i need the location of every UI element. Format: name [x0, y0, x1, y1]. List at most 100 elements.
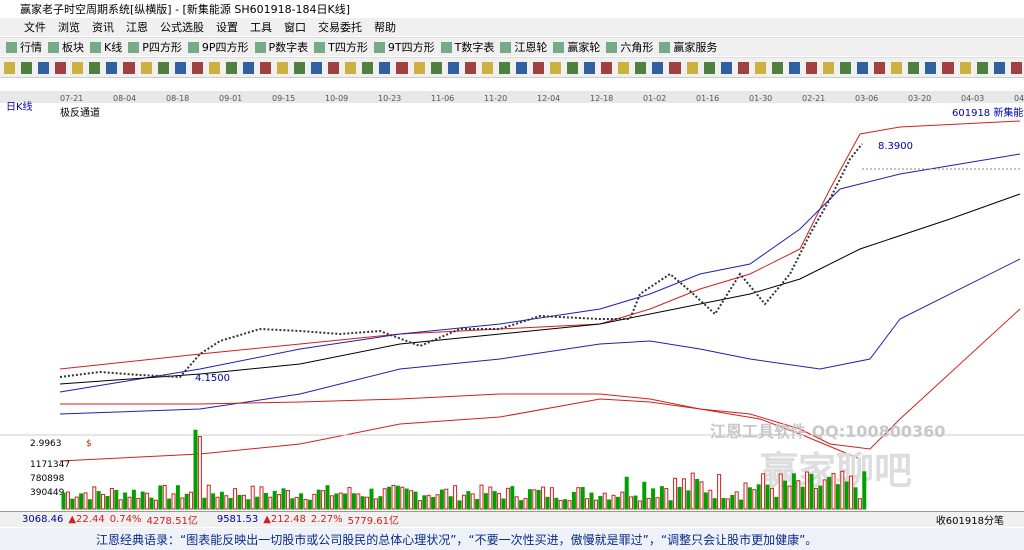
tool-icon[interactable]	[976, 61, 988, 74]
toolbar-button[interactable]: 赢家轮	[553, 39, 600, 55]
tool-icon[interactable]	[686, 61, 698, 74]
tool-icon[interactable]	[174, 61, 186, 74]
date-label: 11-06	[431, 94, 454, 103]
tool-icon[interactable]	[72, 61, 84, 74]
tool-icon[interactable]	[447, 61, 459, 74]
volume-bar	[219, 491, 224, 510]
tool-icon[interactable]	[328, 61, 340, 74]
tool-icon[interactable]	[925, 61, 937, 74]
tool-icon[interactable]	[294, 61, 306, 74]
toolbar-button[interactable]: 板块	[48, 39, 84, 55]
menu-item[interactable]: 公式选股	[160, 21, 204, 34]
tool-icon[interactable]	[157, 61, 169, 74]
volume-bar	[857, 498, 862, 510]
tool-icon[interactable]	[703, 61, 715, 74]
index-value[interactable]: 3068.46	[22, 514, 64, 525]
menu-item[interactable]: 文件	[24, 21, 46, 34]
tool-icon[interactable]	[635, 61, 647, 74]
index-value[interactable]: 2.27%	[310, 514, 343, 525]
volume-bar	[378, 496, 383, 510]
tool-icon[interactable]	[38, 61, 50, 74]
menu-item[interactable]: 浏览	[58, 21, 80, 34]
tool-icon[interactable]	[754, 61, 766, 74]
tool-icon[interactable]	[567, 61, 579, 74]
tool-icon[interactable]	[891, 61, 903, 74]
toolbar-button[interactable]: T四方形	[314, 39, 368, 55]
tool-icon[interactable]	[737, 61, 749, 74]
tool-icon[interactable]	[21, 61, 33, 74]
tool-icon[interactable]	[208, 61, 220, 74]
date-label: 08-04	[113, 94, 136, 103]
tool-icon[interactable]	[89, 61, 101, 74]
toolbar-button[interactable]: 行情	[6, 39, 42, 55]
menu-item[interactable]: 工具	[250, 21, 272, 34]
menu-item[interactable]: 设置	[216, 21, 238, 34]
status-right[interactable]: 收601918分笔	[935, 516, 1004, 527]
index-value[interactable]: 9581.53	[216, 514, 259, 525]
tool-icon[interactable]	[464, 61, 476, 74]
toolbar-button[interactable]: K线	[90, 39, 122, 55]
index-value[interactable]: 4278.51亿	[146, 516, 198, 527]
toolbar-button[interactable]: 六角形	[606, 39, 653, 55]
tool-icon[interactable]	[550, 61, 562, 74]
tool-icon[interactable]	[874, 61, 886, 74]
tool-icon[interactable]	[498, 61, 510, 74]
tool-icon[interactable]	[993, 61, 1005, 74]
volume-bar	[334, 493, 339, 510]
tool-icon[interactable]	[1010, 61, 1022, 74]
tool-icon[interactable]	[618, 61, 630, 74]
tool-icon[interactable]	[242, 61, 254, 74]
tool-icon[interactable]	[805, 61, 817, 74]
tool-icon[interactable]	[788, 61, 800, 74]
toolbar-button[interactable]: T数字表	[441, 39, 495, 55]
tool-icon[interactable]	[311, 61, 323, 74]
tool-icon[interactable]	[396, 61, 408, 74]
tool-icon[interactable]	[259, 61, 271, 74]
tool-icon[interactable]	[379, 61, 391, 74]
menu-item[interactable]: 江恩	[126, 21, 148, 34]
tool-icon[interactable]	[669, 61, 681, 74]
tool-icon[interactable]	[140, 61, 152, 74]
tool-icon[interactable]	[720, 61, 732, 74]
tool-icon[interactable]	[481, 61, 493, 74]
tool-icon[interactable]	[123, 61, 135, 74]
menu-item[interactable]: 资讯	[92, 21, 114, 34]
tool-icon[interactable]	[191, 61, 203, 74]
tool-icon[interactable]	[823, 61, 835, 74]
tool-icon[interactable]	[771, 61, 783, 74]
tool-icon[interactable]	[430, 61, 442, 74]
volume-bar	[466, 491, 471, 510]
toolbar-button[interactable]: 江恩轮	[500, 39, 547, 55]
tool-icon[interactable]	[959, 61, 971, 74]
menu-item[interactable]: 窗口	[284, 21, 306, 34]
tool-icon[interactable]	[584, 61, 596, 74]
toolbar-button[interactable]: P数字表	[255, 39, 309, 55]
tool-icon[interactable]	[908, 61, 920, 74]
toolbar-button[interactable]: 9T四方形	[374, 39, 435, 55]
tool-icon[interactable]	[55, 61, 67, 74]
tool-icon[interactable]	[4, 61, 16, 74]
toolbar-button[interactable]: 赢家服务	[659, 39, 717, 55]
tool-icon[interactable]	[515, 61, 527, 74]
tool-icon[interactable]	[942, 61, 954, 74]
index-value[interactable]: ▲212.48	[263, 514, 306, 525]
menu-item[interactable]: 帮助	[374, 21, 396, 34]
tool-icon[interactable]	[601, 61, 613, 74]
tool-icon[interactable]	[532, 61, 544, 74]
tool-icon[interactable]	[345, 61, 357, 74]
index-value[interactable]: 0.74%	[109, 514, 142, 525]
tool-icon[interactable]	[652, 61, 664, 74]
index-value[interactable]: 5779.61亿	[347, 516, 400, 527]
toolbar-button[interactable]: P四方形	[128, 39, 182, 55]
toolbar-button[interactable]: 9P四方形	[188, 39, 249, 55]
index-value[interactable]: ▲22.44	[68, 514, 105, 525]
tool-icon[interactable]	[413, 61, 425, 74]
tool-icon[interactable]	[362, 61, 374, 74]
tool-icon[interactable]	[840, 61, 852, 74]
menu-item[interactable]: 交易委托	[318, 21, 362, 34]
tool-icon[interactable]	[857, 61, 869, 74]
tool-icon[interactable]	[106, 61, 118, 74]
date-label: 04-03	[961, 94, 984, 103]
tool-icon[interactable]	[225, 61, 237, 74]
tool-icon[interactable]	[277, 61, 289, 74]
